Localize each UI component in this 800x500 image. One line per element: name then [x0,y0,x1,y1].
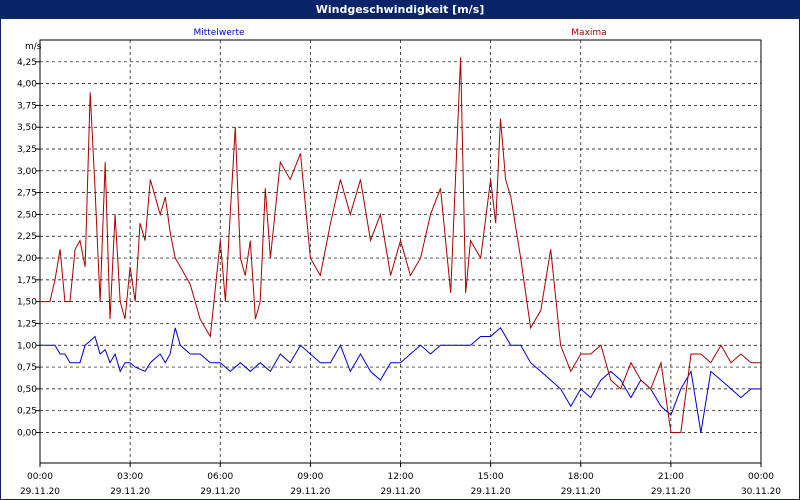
y-tick-label: 3,50 [17,123,37,133]
y-tick-label: 1,75 [17,276,37,286]
y-tick-label: 3,75 [17,101,37,111]
x-tick-time: 21:00 [658,472,684,482]
x-tick-time: 06:00 [207,472,233,482]
x-tick-date: 29.11.20 [651,487,691,497]
x-axis-ticks: 00:00 29.11.20 03:00 29.11.20 06:00 29.11.20 0… [20,463,781,497]
y-tick-label: 2,00 [17,254,37,264]
y-tick-label: 1,50 [17,298,37,308]
y-tick-label: 2,50 [17,210,37,220]
x-tick-date: 29.11.20 [110,487,150,497]
grid-lines [40,40,761,463]
x-tick-date: 29.11.20 [20,487,60,497]
y-tick-label: 1,25 [17,319,37,329]
series-line-maxima [40,57,761,433]
y-tick-label: 4,00 [17,80,37,90]
legend: Mittelwerte Maxima [193,28,606,38]
x-tick-date: 30.11.20 [741,487,781,497]
x-tick-date: 29.11.20 [200,487,240,497]
y-tick-label: 0,75 [17,363,37,373]
y-tick-label: 0,50 [17,385,37,395]
x-tick-time: 12:00 [388,472,414,482]
x-tick-time: 00:00 [748,472,774,482]
x-tick-time: 03:00 [117,472,143,482]
y-tick-label: 2,25 [17,232,37,242]
y-tick-label: 3,25 [17,145,37,155]
y-tick-label: 4,25 [17,58,37,68]
y-tick-label: 3,00 [17,167,37,177]
y-axis-ticks: 0,00 0,25 0,50 0,75 1,00 1,25 1,50 1,75 2,00 2,25… [17,58,40,438]
x-tick-time: 18:00 [568,472,594,482]
legend-entry-maxima: Maxima [571,28,606,38]
y-tick-label: 0,25 [17,407,37,417]
x-tick-time: 00:00 [27,472,53,482]
y-tick-label: 2,75 [17,189,37,199]
series-lines [40,57,761,433]
x-tick-date: 29.11.20 [380,487,420,497]
y-axis-label: m/s [25,42,42,52]
x-tick-date: 29.11.20 [471,487,511,497]
x-tick-date: 29.11.20 [290,487,330,497]
y-tick-label: 0,00 [17,428,37,438]
legend-entry-mittelwerte: Mittelwerte [193,28,244,38]
x-tick-time: 09:00 [297,472,323,482]
x-tick-date: 29.11.20 [561,487,601,497]
y-tick-label: 1,00 [17,341,37,351]
chart-title: Windgeschwindigkeit [m/s] [1,1,799,19]
series-line-mittelwerte [40,327,761,433]
x-tick-time: 15:00 [478,472,504,482]
